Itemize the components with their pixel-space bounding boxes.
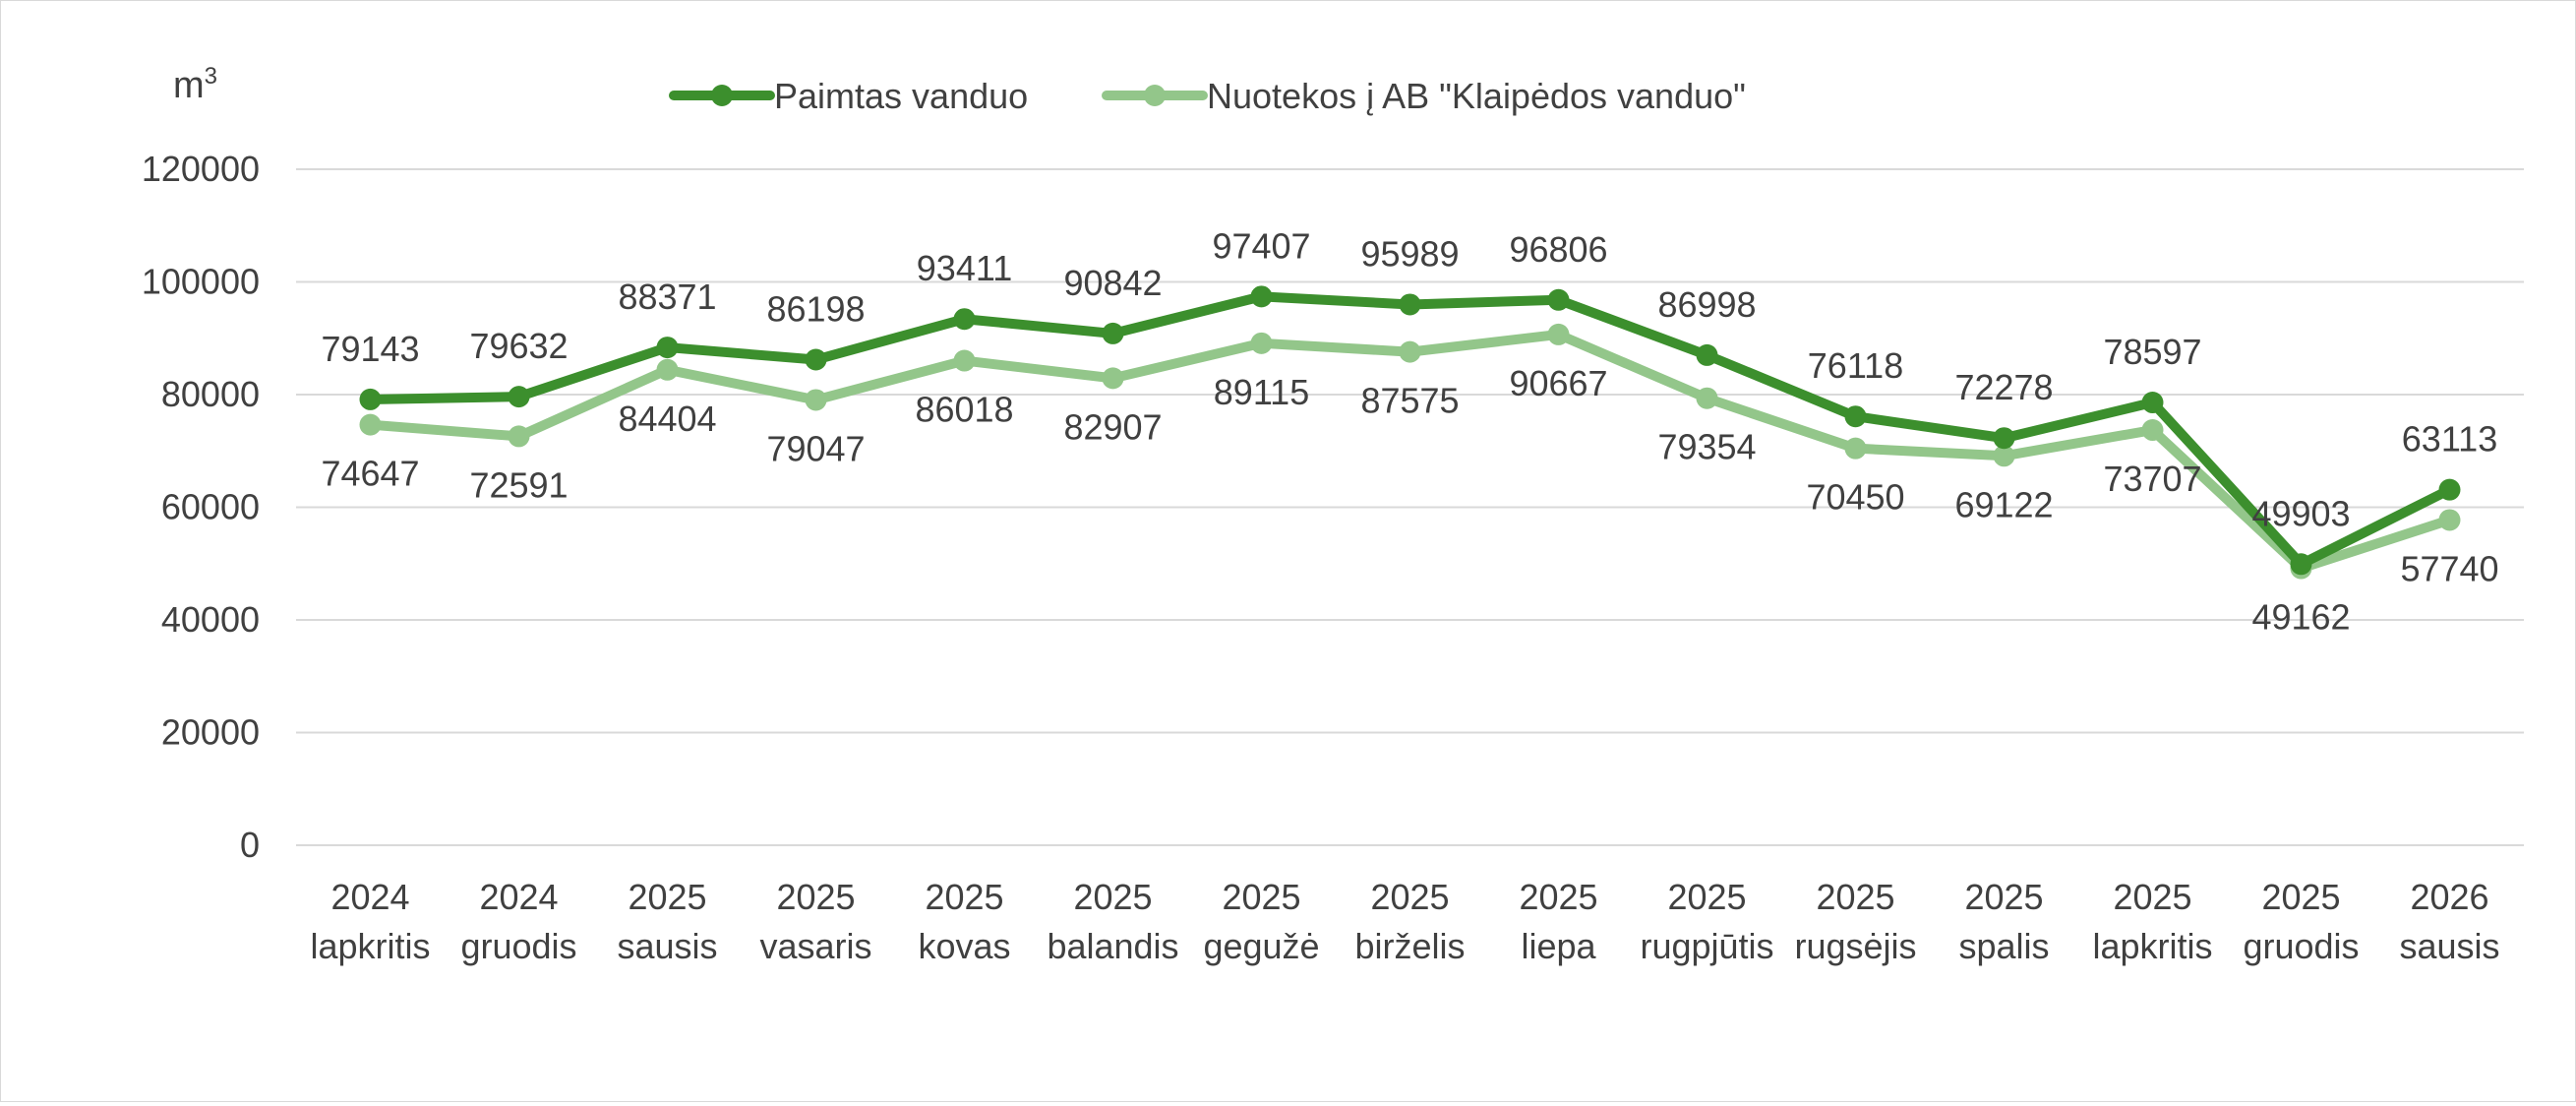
data-label: 79632: [469, 326, 568, 366]
data-point: [953, 349, 976, 372]
data-label: 69122: [1954, 484, 2053, 524]
data-label: 96806: [1509, 229, 1607, 270]
data-point: [508, 425, 530, 448]
data-point: [1993, 427, 2015, 450]
y-tick-label: 40000: [161, 599, 260, 640]
data-point: [1399, 340, 1421, 363]
data-point: [1547, 323, 1570, 345]
data-point: [1102, 367, 1124, 390]
x-tick-label: 2024 gruodis: [460, 877, 576, 966]
data-label: 93411: [917, 248, 1012, 288]
data-label: 95989: [1360, 233, 1459, 274]
data-label: 76118: [1808, 345, 1903, 386]
data-label: 79143: [321, 329, 419, 369]
x-tick-label: 2025 balandis: [1047, 877, 1178, 966]
data-point: [1250, 332, 1273, 354]
x-tick-label: 2024 lapkritis: [310, 877, 430, 966]
data-point: [1844, 437, 1867, 460]
data-label: 74647: [321, 454, 419, 494]
legend-entry: Paimtas vanduo: [774, 76, 1028, 116]
data-label: 72278: [1954, 367, 2053, 407]
x-axis: 2024 lapkritis 2024 gruodis 2025 sausis 2025 va…: [310, 877, 2499, 966]
y-tick-label: 20000: [161, 712, 260, 753]
data-label: 87575: [1360, 381, 1459, 421]
data-label: 79047: [766, 428, 865, 468]
data-point: [1696, 343, 1718, 366]
x-tick-label: 2025 sausis: [617, 877, 717, 966]
data-point: [2290, 553, 2312, 576]
legend: Paimtas vanduo Nuotekos į AB "Klaipėdos v…: [669, 76, 1746, 116]
data-point: [1844, 405, 1867, 428]
x-tick-label: 2025 lapkritis: [2092, 877, 2212, 966]
data-point: [656, 358, 679, 381]
data-label: 89115: [1214, 372, 1309, 412]
x-tick-label: 2025 gegužė: [1203, 877, 1319, 966]
data-point: [359, 413, 382, 436]
gridlines: [296, 168, 2524, 846]
data-label: 57740: [2400, 548, 2498, 588]
data-point: [805, 389, 827, 411]
data-label: 49162: [2251, 597, 2350, 638]
data-label: 88371: [618, 276, 716, 317]
x-tick-label: 2025 liepa: [1519, 877, 1597, 966]
data-label: 84404: [618, 399, 716, 439]
x-tick-label: 2025 birželis: [1354, 877, 1465, 966]
data-point: [508, 386, 530, 408]
data-point: [2438, 478, 2461, 501]
legend-swatch-marker: [711, 85, 733, 106]
data-point: [1993, 445, 2015, 467]
data-point: [359, 388, 382, 410]
data-point: [805, 348, 827, 371]
data-point: [2141, 419, 2164, 442]
data-label: 86018: [915, 390, 1013, 430]
data-label: 72591: [469, 464, 568, 505]
data-point: [1250, 285, 1273, 308]
y-tick-label: 120000: [142, 149, 260, 189]
data-point: [1696, 387, 1718, 409]
data-label: 86998: [1657, 284, 1756, 325]
x-tick-label: 2025 rugpjūtis: [1640, 877, 1773, 966]
data-label: 90842: [1063, 263, 1162, 303]
y-tick-label: 0: [240, 825, 260, 865]
data-point: [953, 308, 976, 331]
data-label: 90667: [1509, 363, 1607, 403]
x-tick-label: 2025 rugsėjis: [1794, 877, 1916, 966]
data-label: 70450: [1806, 477, 1904, 518]
data-label: 63113: [2402, 419, 2497, 460]
series-lines: [359, 285, 2461, 580]
data-label: 86198: [766, 289, 865, 330]
data-point: [1547, 288, 1570, 311]
y-axis: 0 20000 40000 60000 80000 100000 120000: [142, 149, 260, 865]
data-label: 78597: [2103, 332, 2201, 372]
x-tick-label: 2026 sausis: [2399, 877, 2499, 966]
legend-entry: Nuotekos į AB "Klaipėdos vanduo": [1207, 76, 1746, 116]
data-labels: 79143 79632 88371 86198 93411 90842 97407 95989…: [321, 225, 2498, 637]
y-axis-unit-label: m3: [173, 63, 217, 106]
data-point: [656, 337, 679, 359]
data-label: 82907: [1063, 406, 1162, 447]
x-tick-label: 2025 vasaris: [759, 877, 871, 966]
x-tick-label: 2025 gruodis: [2243, 877, 2359, 966]
x-tick-label: 2025 kovas: [918, 877, 1010, 966]
data-point: [1102, 322, 1124, 344]
data-label: 79354: [1657, 427, 1756, 467]
data-point: [2141, 392, 2164, 414]
y-tick-label: 60000: [161, 487, 260, 527]
x-tick-label: 2025 spalis: [1958, 877, 2049, 966]
data-label: 97407: [1212, 225, 1310, 266]
data-label: 73707: [2103, 459, 2201, 499]
legend-swatch-marker: [1144, 85, 1166, 106]
y-tick-label: 80000: [161, 374, 260, 414]
data-point: [1399, 293, 1421, 316]
data-label: 49903: [2251, 493, 2350, 533]
data-point: [2438, 509, 2461, 531]
y-tick-label: 100000: [142, 262, 260, 302]
